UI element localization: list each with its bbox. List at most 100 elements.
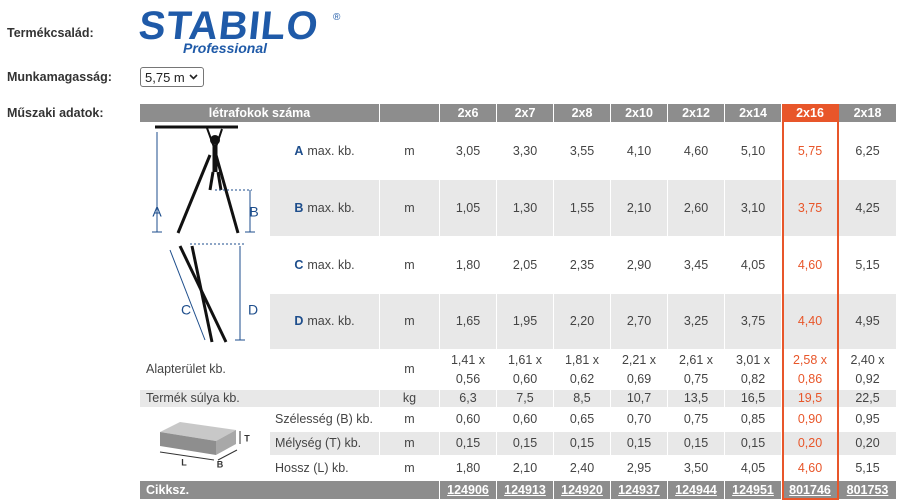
value: 13,5: [668, 390, 725, 408]
article-number[interactable]: 124937: [618, 482, 660, 497]
row-label: Szélesség (B) kb.: [270, 408, 380, 432]
value: 4,25: [839, 180, 897, 237]
row-label: Termék súlya kb.: [140, 390, 380, 408]
value: 2,58 x 0,86: [782, 350, 839, 390]
value: 3,01 x 0,82: [725, 350, 782, 390]
value: 1,65: [440, 294, 497, 350]
chevron: [189, 74, 198, 80]
footer-label: Cikksz.: [140, 481, 440, 500]
value: 1,95: [497, 294, 554, 350]
value-line: 1,41 x: [450, 352, 486, 367]
article-cell: 801746: [782, 481, 839, 500]
article-number[interactable]: 124906: [447, 482, 489, 497]
value: 0,15: [554, 432, 611, 456]
value: 2,40: [554, 456, 611, 481]
article-cell: 124920: [554, 481, 611, 500]
value: 4,05: [725, 237, 782, 294]
unit: m: [380, 432, 440, 456]
unit: m: [380, 456, 440, 481]
label: Termékcsalád:: [7, 26, 94, 40]
column-header: 2x12: [668, 104, 725, 123]
value: 3,25: [668, 294, 725, 350]
column-header: 2x10: [611, 104, 668, 123]
value-line: 0,92: [855, 371, 880, 386]
value: 2,40 x 0,92: [839, 350, 897, 390]
row-letter: A: [294, 143, 304, 158]
value: 2,10: [611, 180, 668, 237]
value: 0,20: [839, 432, 897, 456]
value: 2,90: [611, 237, 668, 294]
unit: m: [380, 180, 440, 237]
header-cell: [380, 104, 440, 123]
row-label: Mélység (T) kb.: [270, 432, 380, 456]
value: 2,10: [497, 456, 554, 481]
value: 0,20: [782, 432, 839, 456]
value: 3,75: [725, 294, 782, 350]
value: 4,95: [839, 294, 897, 350]
value: 16,5: [725, 390, 782, 408]
article-number[interactable]: 124951: [732, 482, 774, 497]
value: 1,55: [554, 180, 611, 237]
article-cell: 124944: [668, 481, 725, 500]
article-number[interactable]: 124920: [561, 482, 603, 497]
value-line: 0,60: [512, 371, 538, 386]
value: 3,55: [554, 123, 611, 180]
article-number[interactable]: 801746: [789, 482, 831, 497]
article-number[interactable]: 801753: [846, 482, 889, 497]
value: 1,81 x 0,62: [554, 350, 611, 390]
height-select[interactable]: 5,75 m: [140, 67, 204, 87]
value-line: 0,56: [455, 371, 481, 386]
value-line: 0,75: [683, 371, 709, 386]
logo-mark: ®: [333, 12, 341, 23]
value-line: 0,86: [797, 371, 823, 386]
row-label: Alapterület kb.: [140, 350, 380, 390]
ladder-image: [140, 123, 270, 350]
label: Műszaki adatok:: [7, 106, 104, 120]
value: 0,65: [554, 408, 611, 432]
article-cell: 124913: [497, 481, 554, 500]
row-label-text: max. kb.: [307, 143, 355, 158]
value: 3,30: [497, 123, 554, 180]
value: 5,10: [725, 123, 782, 180]
value: 7,5: [497, 390, 554, 408]
value: 4,40: [782, 294, 839, 350]
unit: m: [380, 408, 440, 432]
row-label-text: max. kb.: [307, 314, 355, 328]
value-line: 1,81 x: [564, 352, 600, 367]
value: 4,60: [782, 237, 839, 294]
value: 2,70: [611, 294, 668, 350]
value: 3,10: [725, 180, 782, 237]
column-header: 2x7: [497, 104, 554, 123]
value: 1,05: [440, 180, 497, 237]
value: 4,05: [725, 456, 782, 481]
article-cell: 124937: [611, 481, 668, 500]
article-cell: 124951: [725, 481, 782, 500]
value: 2,20: [554, 294, 611, 350]
column-header: 2x8: [554, 104, 611, 123]
value: 0,70: [611, 408, 668, 432]
article-cell: 124906: [440, 481, 497, 500]
unit: m: [380, 350, 440, 390]
logo-sub: Professional: [183, 40, 268, 56]
value: 22,5: [839, 390, 897, 408]
value: 0,60: [440, 408, 497, 432]
value: 3,45: [668, 237, 725, 294]
value: 0,15: [725, 432, 782, 456]
article-number[interactable]: 124913: [504, 482, 546, 497]
value-line: 0,62: [569, 371, 595, 386]
value: 0,90: [782, 408, 839, 432]
value: 1,41 x 0,56: [440, 350, 497, 390]
unit: kg: [380, 390, 440, 408]
value-line: 2,40 x: [850, 352, 885, 367]
box-image: [140, 408, 270, 481]
value-line: 3,01 x: [735, 352, 771, 367]
value: 5,75: [782, 123, 839, 180]
value: 2,60: [668, 180, 725, 237]
column-header: 2x6: [440, 104, 497, 123]
value: 10,7: [611, 390, 668, 408]
article-number[interactable]: 124944: [675, 482, 717, 497]
column-header: 2x14: [725, 104, 782, 123]
